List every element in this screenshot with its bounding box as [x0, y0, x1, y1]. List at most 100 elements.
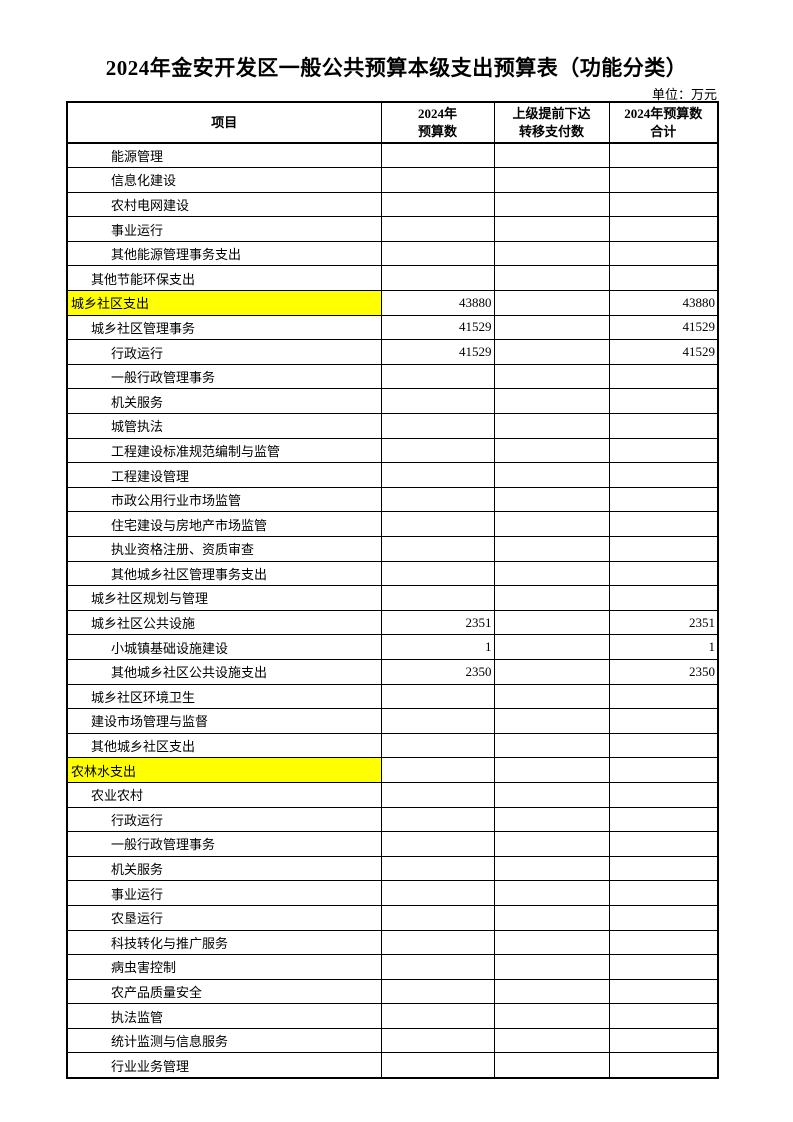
cell-transfer	[493, 1052, 610, 1079]
row-label: 统计监测与信息服务	[66, 1027, 382, 1054]
row-label: 其他城乡社区公共设施支出	[66, 658, 382, 685]
cell-budget-2024: 41529	[380, 314, 495, 341]
cell-total	[608, 560, 719, 587]
cell-budget-2024	[380, 855, 495, 882]
cell-transfer	[493, 880, 610, 906]
cell-total	[608, 363, 719, 390]
cell-total	[608, 781, 719, 808]
cell-budget-2024	[380, 191, 495, 218]
table-row: 农村电网建设	[66, 191, 719, 218]
row-label: 城管执法	[66, 413, 382, 439]
cell-budget-2024	[380, 757, 495, 783]
cell-budget-2024	[380, 954, 495, 980]
cell-budget-2024	[380, 904, 495, 931]
row-label: 其他城乡社区支出	[66, 732, 382, 759]
row-label: 一般行政管理事务	[66, 363, 382, 390]
row-label: 病虫害控制	[66, 954, 382, 980]
cell-budget-2024	[380, 978, 495, 1005]
cell-transfer	[493, 536, 610, 562]
table-row: 城乡社区环境卫生	[66, 683, 719, 710]
cell-transfer	[493, 486, 610, 513]
cell-budget-2024	[380, 708, 495, 734]
row-label: 行政运行	[66, 339, 382, 365]
cell-total	[608, 388, 719, 415]
row-label: 执法监管	[66, 1003, 382, 1029]
cell-budget-2024	[380, 1052, 495, 1079]
cell-transfer	[493, 339, 610, 365]
cell-transfer	[493, 806, 610, 833]
cell-transfer	[493, 1027, 610, 1054]
table-row: 其他节能环保支出	[66, 265, 719, 292]
cell-transfer	[493, 831, 610, 857]
cell-transfer	[493, 191, 610, 218]
row-label: 农村电网建设	[66, 191, 382, 218]
cell-budget-2024	[380, 511, 495, 537]
cell-transfer	[493, 634, 610, 660]
cell-budget-2024	[380, 265, 495, 292]
column-header-budget-2024: 2024年 预算数	[380, 101, 495, 144]
row-label: 其他节能环保支出	[66, 265, 382, 292]
cell-transfer	[493, 363, 610, 390]
cell-total	[608, 757, 719, 783]
cell-budget-2024	[380, 388, 495, 415]
table-row: 城乡社区管理事务 41529 41529	[66, 314, 719, 341]
row-label: 工程建设标准规范编制与监管	[66, 437, 382, 464]
column-header-total: 2024年预算数 合计	[608, 101, 719, 144]
table-body: 能源管理 信息化建设 农村电网建设 事业运行 其他能源管理事务支出 其他节能环保支出 城乡社…	[66, 142, 719, 1079]
table-row: 农林水支出	[66, 757, 719, 783]
cell-budget-2024	[380, 240, 495, 267]
cell-transfer	[493, 954, 610, 980]
cell-budget-2024	[380, 462, 495, 488]
cell-transfer	[493, 781, 610, 808]
table-row: 事业运行	[66, 880, 719, 906]
cell-budget-2024: 1	[380, 634, 495, 660]
table-row: 行业业务管理	[66, 1052, 719, 1079]
header-row: 项目 2024年 预算数 上级提前下达 转移支付数 2024年预算数 合计	[66, 101, 719, 144]
cell-total	[608, 1027, 719, 1054]
cell-total	[608, 511, 719, 537]
row-label: 建设市场管理与监督	[66, 708, 382, 734]
cell-total	[608, 167, 719, 193]
cell-total	[608, 708, 719, 734]
cell-total	[608, 683, 719, 710]
table-row: 城管执法	[66, 413, 719, 439]
cell-budget-2024	[380, 363, 495, 390]
column-header-transfer: 上级提前下达 转移支付数	[493, 101, 610, 144]
cell-budget-2024	[380, 536, 495, 562]
table-row: 农业农村	[66, 781, 719, 808]
column-header-line: 合计	[650, 123, 677, 139]
cell-total	[608, 904, 719, 931]
table-row: 其他城乡社区公共设施支出 2350 2350	[66, 658, 719, 685]
row-label: 行业业务管理	[66, 1052, 382, 1079]
table-row: 工程建设标准规范编制与监管	[66, 437, 719, 464]
cell-transfer	[493, 708, 610, 734]
row-label: 农产品质量安全	[66, 978, 382, 1005]
cell-total	[608, 806, 719, 833]
cell-total	[608, 929, 719, 956]
cell-budget-2024	[380, 880, 495, 906]
table-row: 统计监测与信息服务	[66, 1027, 719, 1054]
cell-budget-2024	[380, 806, 495, 833]
table-row: 农垦运行	[66, 904, 719, 931]
cell-total	[608, 732, 719, 759]
table-row: 一般行政管理事务	[66, 363, 719, 390]
table-row: 事业运行	[66, 216, 719, 242]
cell-budget-2024	[380, 437, 495, 464]
row-label-highlighted: 农林水支出	[66, 757, 382, 783]
cell-budget-2024	[380, 216, 495, 242]
table-row: 工程建设管理	[66, 462, 719, 488]
cell-transfer	[493, 240, 610, 267]
cell-budget-2024	[380, 167, 495, 193]
cell-budget-2024	[380, 1027, 495, 1054]
cell-transfer	[493, 462, 610, 488]
table-header: 项目 2024年 预算数 上级提前下达 转移支付数 2024年预算数 合计	[66, 101, 719, 144]
page-title: 2024年金安开发区一般公共预算本级支出预算表（功能分类）	[105, 56, 688, 80]
table-row: 其他城乡社区管理事务支出	[66, 560, 719, 587]
row-label: 科技转化与推广服务	[66, 929, 382, 956]
cell-budget-2024	[380, 413, 495, 439]
cell-transfer	[493, 511, 610, 537]
row-label: 小城镇基础设施建设	[66, 634, 382, 660]
table-row: 病虫害控制	[66, 954, 719, 980]
cell-total: 43880	[608, 290, 719, 316]
cell-budget-2024	[380, 732, 495, 759]
